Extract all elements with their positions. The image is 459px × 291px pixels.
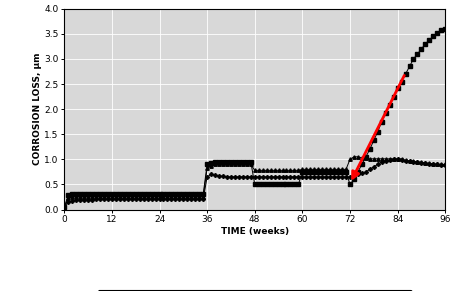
Y-axis label: CORROSION LOSS, μm: CORROSION LOSS, μm — [33, 53, 42, 165]
ECR(DCI)-4h-45-1 — [90, 198, 95, 202]
Line: ECR(DCI)-4h-45-1: ECR(DCI)-4h-45-1 — [62, 158, 447, 209]
X-axis label: TIME (weeks): TIME (weeks) — [221, 227, 289, 236]
ECR(DCI)-4h-45-2 — [280, 183, 285, 186]
ECR(DCI)-4h-45-1 — [355, 173, 361, 176]
ECR(DCI)-4h-45-1 — [62, 205, 67, 209]
ECR(DCI)-4h-45-3 — [280, 168, 285, 172]
ECR(DCI)-4h-45-1 — [280, 175, 285, 179]
ECR(DCI)-4h-45-3 — [442, 163, 448, 166]
ECR(DCI)-4h-45-2 — [161, 193, 166, 196]
ECR(DCI)-4h-45-1 — [252, 175, 257, 179]
ECR(DCI)-4h-45-3 — [351, 155, 357, 159]
ECR(DCI)-4h-45-1 — [73, 199, 79, 202]
ECR(DCI)-4h-45-2 — [90, 193, 95, 196]
Line: ECR(DCI)-4h-45-2: ECR(DCI)-4h-45-2 — [62, 27, 447, 209]
ECR(DCI)-4h-45-3 — [161, 195, 166, 199]
ECR(DCI)-4h-45-2 — [252, 183, 257, 186]
ECR(DCI)-4h-45-1 — [442, 163, 448, 166]
ECR(DCI)-4h-45-3 — [90, 195, 95, 199]
ECR(DCI)-4h-45-2 — [62, 205, 67, 209]
ECR(DCI)-4h-45-1 — [161, 198, 166, 201]
Line: ECR(DCI)-4h-45-3: ECR(DCI)-4h-45-3 — [62, 155, 447, 209]
Legend: ECR(DCI)-4h-45-1, ECR(DCI)-4h-45-2, ECR(DCI)-4h-45-3: ECR(DCI)-4h-45-1, ECR(DCI)-4h-45-2, ECR(… — [98, 290, 412, 291]
ECR(DCI)-4h-45-2 — [442, 27, 448, 31]
ECR(DCI)-4h-45-2 — [73, 193, 79, 196]
ECR(DCI)-4h-45-2 — [355, 170, 361, 174]
ECR(DCI)-4h-45-1 — [391, 158, 397, 161]
ECR(DCI)-4h-45-3 — [359, 156, 364, 159]
ECR(DCI)-4h-45-3 — [252, 168, 257, 172]
ECR(DCI)-4h-45-3 — [62, 205, 67, 209]
ECR(DCI)-4h-45-3 — [73, 195, 79, 199]
